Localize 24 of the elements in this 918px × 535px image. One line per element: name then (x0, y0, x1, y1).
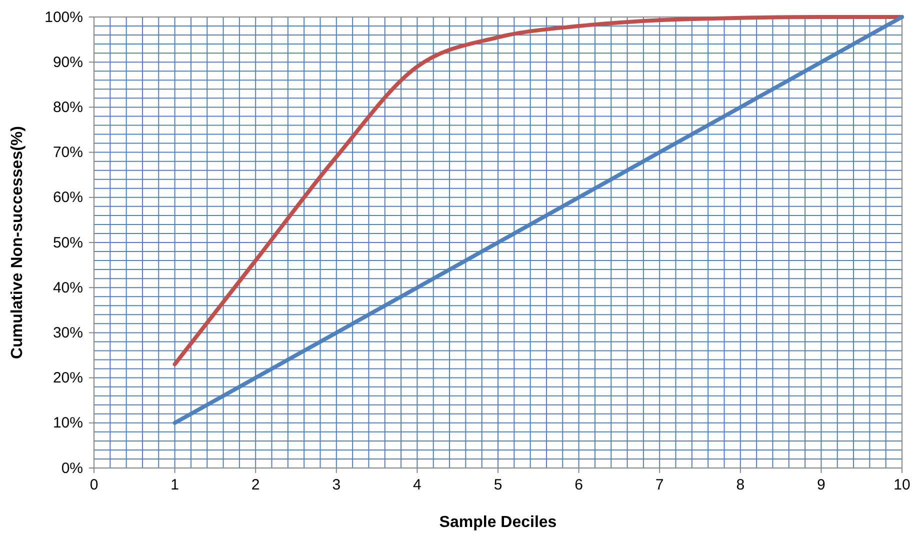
y-tick-label: 20% (52, 370, 83, 387)
x-tick-label: 6 (574, 476, 583, 494)
y-axis-title: Cumulative Non-successes(%) (9, 126, 26, 359)
y-tick-label: 30% (52, 324, 83, 342)
y-tick-label: 90% (52, 54, 83, 71)
x-tick-label: 7 (655, 476, 664, 494)
y-tick-label: 40% (52, 279, 83, 296)
y-tick-label: 70% (52, 144, 83, 162)
x-tick-label: 9 (817, 476, 826, 494)
x-tick-label: 0 (90, 476, 98, 494)
x-tick-label: 10 (894, 476, 910, 494)
x-tick-label: 5 (494, 476, 502, 494)
x-tick-label: 8 (736, 476, 745, 494)
y-tick-label: 100% (44, 8, 83, 26)
y-tick-label: 60% (52, 189, 83, 206)
x-tick-label: 3 (332, 476, 341, 494)
x-tick-label: 1 (170, 476, 179, 494)
y-tick-label: 80% (52, 99, 83, 116)
y-tick-label: 50% (52, 234, 83, 252)
y-tick-label: 0% (61, 460, 83, 477)
x-axis-title: Sample Deciles (439, 514, 557, 531)
x-tick-label: 2 (251, 476, 260, 494)
y-tick-label: 10% (52, 414, 83, 432)
x-tick-label: 4 (413, 476, 422, 494)
